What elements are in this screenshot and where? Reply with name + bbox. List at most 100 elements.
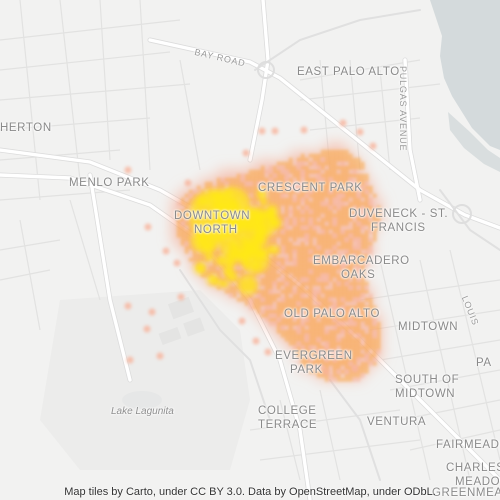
density-cell [297,286,301,290]
density-cell [373,234,377,238]
density-blob [273,218,282,228]
density-cell [309,294,313,298]
density-cell [317,154,321,158]
density-cell [349,258,353,262]
density-cell [281,266,285,270]
density-cell [365,190,369,194]
density-cell [353,354,357,358]
density-cell [265,198,269,202]
density-cell [333,242,337,246]
density-cell [213,270,217,274]
density-cell [293,338,297,342]
density-cell [333,222,337,226]
density-cell [365,174,369,178]
density-cell [373,306,377,310]
density-cell [353,350,357,354]
density-cell [297,234,301,238]
density-cell [329,190,333,194]
density-cell [261,186,265,190]
density-cell [273,242,277,246]
density-cell [189,234,193,238]
density-cell [369,330,373,334]
density-cell [301,234,305,238]
density-cell [325,170,329,174]
density-cell [273,174,277,178]
density-cell [269,198,273,202]
density-cell [329,242,333,246]
density-cell [333,174,337,178]
density-cell [305,346,309,350]
density-cell [281,218,285,222]
density-cell [357,234,361,238]
density-cell [305,250,309,254]
density-cell [341,354,345,358]
density-cell [317,202,321,206]
density-cell [189,202,193,206]
density-cell [337,190,341,194]
density-cell [341,346,345,350]
density-blob [124,166,132,174]
density-cell [349,322,353,326]
density-cell [309,310,313,314]
density-cell [281,334,285,338]
density-cell [293,238,297,242]
density-blob [351,365,359,373]
density-blob [356,128,364,136]
density-cell [285,318,289,322]
density-cell [241,178,245,182]
density-cell [301,206,305,210]
density-cell [345,358,349,362]
density-cell [325,378,329,382]
density-cell [193,262,197,266]
density-cell [341,258,345,262]
density-cell [305,342,309,346]
density-cell [269,318,273,322]
density-cell [305,362,309,366]
density-cell [313,290,317,294]
density-cell [185,218,189,222]
density-cell [333,238,337,242]
density-cell [281,162,285,166]
density-cell [213,186,217,190]
density-cell [329,254,333,258]
density-cell [353,262,357,266]
density-cell [357,162,361,166]
density-cell [357,182,361,186]
density-cell [241,298,245,302]
density-cell [285,206,289,210]
density-cell [341,358,345,362]
place-label-college-terrace: COLLEGE [258,405,317,417]
density-blob [229,245,241,256]
density-cell [337,318,341,322]
density-cell [177,230,181,234]
density-cell [257,198,261,202]
density-cell [361,182,365,186]
density-blob [259,198,268,206]
density-cell [305,158,309,162]
density-cell [333,178,337,182]
density-cell [353,158,357,162]
density-cell [305,218,309,222]
density-cell [277,326,281,330]
density-cell [313,170,317,174]
density-cell [341,262,345,266]
density-cell [293,230,297,234]
density-cell [333,334,337,338]
density-cell [357,246,361,250]
density-cell [357,194,361,198]
density-cell [353,210,357,214]
density-cell [341,198,345,202]
density-cell [257,310,261,314]
density-cell [337,290,341,294]
density-cell [341,286,345,290]
density-cell [361,370,365,374]
density-cell [337,370,341,374]
density-cell [357,342,361,346]
density-cell [309,190,313,194]
density-cell [329,194,333,198]
density-cell [273,322,277,326]
density-cell [341,162,345,166]
density-cell [289,306,293,310]
density-cell [285,222,289,226]
